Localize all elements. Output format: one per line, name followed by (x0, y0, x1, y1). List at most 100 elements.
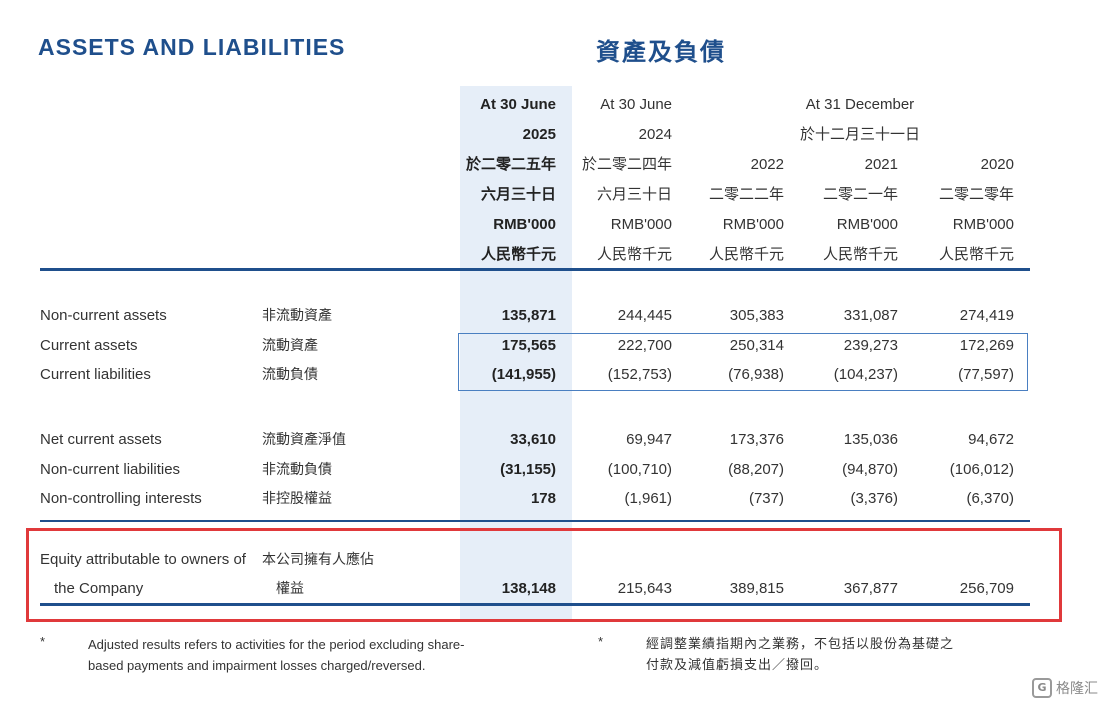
equity-label-zh-line2: 權益 (276, 581, 304, 597)
table-row-net-current-assets: Net current assets 流動資產淨值 33,610 69,947 … (0, 426, 1106, 454)
equity-highlight-box (26, 528, 1062, 622)
cell-2022: 305,383 (729, 307, 784, 324)
cell-2022: (737) (748, 490, 784, 507)
header-2025-line: 人民幣千元 (480, 246, 556, 263)
header-2024-line: 六月三十日 (596, 186, 672, 203)
header-2020-line: 2020 (980, 156, 1014, 173)
footnote-en-line: Adjusted results refers to activities fo… (88, 637, 465, 652)
header-rule (40, 268, 1030, 271)
cell-2020: 256,709 (959, 580, 1014, 597)
cell-2025: (141,955) (491, 366, 556, 383)
cell-2024: (1,961) (624, 490, 672, 507)
watermark-text: 格隆汇 (1056, 681, 1098, 697)
equity-label-zh-line1: 本公司擁有人應佔 (262, 552, 374, 568)
header-2021-line: 人民幣千元 (822, 246, 898, 263)
cell-2024: 69,947 (626, 431, 672, 448)
header-2024-line: RMB'000 (610, 216, 672, 233)
cell-2022: 389,815 (729, 580, 784, 597)
equity-label-en-line2: the Company (54, 580, 144, 597)
header-2020-line: 二零二零年 (938, 186, 1014, 203)
footnote-zh: 經調整業績指期內之業務，不包括以股份為基礎之 付款及減值虧損支出／撥回。 (646, 634, 1036, 676)
cell-2025: 138,148 (501, 580, 556, 597)
header-2020-line: RMB'000 (952, 216, 1014, 233)
cell-2024: 244,445 (617, 307, 672, 324)
cell-2025: 178 (530, 490, 556, 507)
watermark-logo-icon: G (1032, 678, 1052, 698)
cell-2020: (106,012) (949, 461, 1014, 478)
cell-2024: 215,643 (617, 580, 672, 597)
header-2024-line: 2024 (638, 126, 672, 143)
cell-2021: 331,087 (843, 307, 898, 324)
row-label-en: Non-current assets (40, 307, 167, 324)
header-2022-line: 2022 (750, 156, 784, 173)
cell-2024: 222,700 (617, 337, 672, 354)
cell-2022: (76,938) (728, 366, 784, 383)
cell-2025: 135,871 (501, 307, 556, 324)
page-title-zh: 資產及負債 (596, 38, 726, 66)
header-2021-line: RMB'000 (836, 216, 898, 233)
cell-2020: 94,672 (968, 431, 1014, 448)
footnote-en-line: based payments and impairment losses cha… (88, 658, 426, 673)
header-2024: At 30 June 2024 於二零二四年 六月三十日 RMB'000 人民幣… (582, 90, 672, 270)
table-row-non-current-liabilities: Non-current liabilities 非流動負債 (31,155) (… (0, 456, 1106, 484)
row-label-en: Non-controlling interests (40, 490, 202, 507)
header-2025-line: At 30 June (480, 96, 556, 113)
header-2022-line: RMB'000 (722, 216, 784, 233)
cell-2021: (94,870) (842, 461, 898, 478)
header-december-group: At 31 December 於十二月三十一日 (760, 90, 960, 150)
row-label-zh: 流動資產 (262, 338, 318, 354)
equity-bottom-rule (40, 603, 1030, 606)
header-2025-line: 2025 (522, 126, 556, 143)
cell-2021: 239,273 (843, 337, 898, 354)
cell-2024: (152,753) (607, 366, 672, 383)
table-row-current-liabilities: Current liabilities 流動負債 (141,955) (152,… (0, 361, 1106, 389)
cell-2020: (6,370) (966, 490, 1014, 507)
footnote-zh-line: 經調整業績指期內之業務，不包括以股份為基礎之 (646, 637, 955, 652)
cell-2025: (31,155) (500, 461, 556, 478)
row-label-en: Net current assets (40, 431, 162, 448)
header-2025-line: RMB'000 (493, 216, 556, 233)
cell-2024: (100,710) (607, 461, 672, 478)
header-2020-line: 人民幣千元 (938, 246, 1014, 263)
watermark: G 格隆汇 (1032, 678, 1098, 698)
row-label-zh: 非流動負債 (262, 462, 332, 478)
header-2022: 2022 二零二二年 RMB'000 人民幣千元 (709, 150, 784, 270)
table-row-non-current-assets: Non-current assets 非流動資產 135,871 244,445… (0, 302, 1106, 330)
cell-2020: 172,269 (959, 337, 1014, 354)
header-december-line: At 31 December (805, 96, 915, 113)
row-label-en: Current liabilities (40, 366, 151, 383)
header-2025: At 30 June 2025 於二零二五年 六月三十日 RMB'000 人民幣… (466, 90, 556, 270)
table-row-equity: the Company 權益 138,148 215,643 389,815 3… (0, 575, 1106, 603)
equity-label-en-line1: Equity attributable to owners of (40, 551, 246, 568)
footnote-en: Adjusted results refers to activities fo… (88, 634, 578, 676)
header-2025-line: 六月三十日 (480, 186, 556, 203)
highlight-column-2025 (460, 86, 572, 620)
row-label-en: Current assets (40, 337, 138, 354)
header-2021-line: 2021 (864, 156, 898, 173)
header-december-line: 於十二月三十一日 (799, 126, 920, 143)
table-row-current-assets: Current assets 流動資產 175,565 222,700 250,… (0, 332, 1106, 360)
table-row-equity-label: Equity attributable to owners of 本公司擁有人應… (0, 546, 1106, 574)
header-2020: 2020 二零二零年 RMB'000 人民幣千元 (939, 150, 1014, 270)
row-label-en: Non-current liabilities (40, 461, 181, 478)
current-items-box (458, 333, 1028, 391)
header-2022-line: 二零二二年 (708, 186, 784, 203)
equity-top-rule (40, 520, 1030, 522)
header-2024-line: 人民幣千元 (596, 246, 672, 263)
cell-2022: 250,314 (729, 337, 784, 354)
header-2025-line: 於二零二五年 (465, 156, 556, 173)
header-2021-line: 二零二一年 (822, 186, 898, 203)
cell-2021: (104,237) (833, 366, 898, 383)
header-2021: 2021 二零二一年 RMB'000 人民幣千元 (823, 150, 898, 270)
cell-2021: (3,376) (850, 490, 898, 507)
row-label-zh: 流動資產淨值 (262, 432, 346, 448)
cell-2021: 135,036 (843, 431, 898, 448)
row-label-zh: 流動負債 (262, 367, 318, 383)
cell-2022: 173,376 (729, 431, 784, 448)
cell-2025: 175,565 (501, 337, 556, 354)
cell-2020: (77,597) (958, 366, 1014, 383)
footnote-mark-en: * (40, 634, 46, 649)
row-label-zh: 非流動資產 (262, 308, 332, 324)
footnote-mark-zh: * (598, 634, 604, 649)
footnote-zh-line: 付款及減值虧損支出／撥回。 (646, 658, 829, 673)
